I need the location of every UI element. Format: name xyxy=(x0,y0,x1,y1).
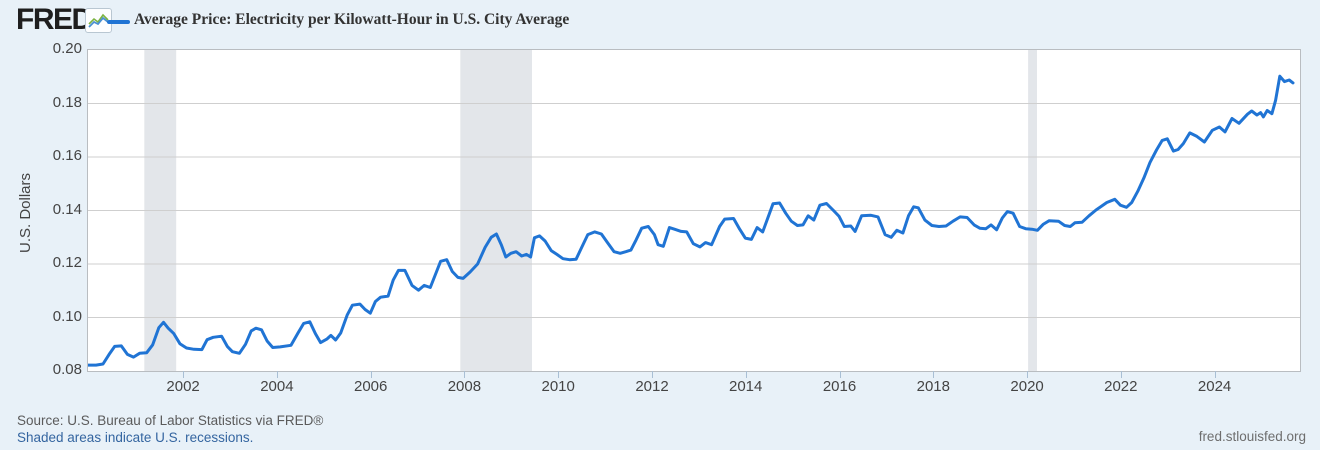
x-axis-tick-label: 2006 xyxy=(354,378,388,395)
chart-canvas xyxy=(88,50,1300,371)
y-axis-title: U.S. Dollars xyxy=(17,172,34,253)
x-axis-tick-label: 2002 xyxy=(166,378,200,395)
x-axis-tick xyxy=(933,371,935,378)
x-axis-tick xyxy=(652,371,653,378)
y-axis-tick-label: 0.16 xyxy=(52,147,82,164)
x-axis-tick xyxy=(1214,371,1216,378)
x-axis-tick-label: 2018 xyxy=(916,378,950,395)
x-axis-tick-label: 2022 xyxy=(1104,378,1138,395)
fred-site-link[interactable]: fred.stlouisfed.org xyxy=(1198,429,1306,444)
y-axis-tick-label: 0.10 xyxy=(52,307,82,325)
plot-area[interactable] xyxy=(87,49,1301,372)
legend-series-label: Average Price: Electricity per Kilowatt-… xyxy=(134,11,570,28)
x-axis-tick xyxy=(839,371,841,378)
x-axis-tick xyxy=(1027,371,1029,378)
y-axis-tick-label: 0.18 xyxy=(52,93,82,111)
x-axis-tick-label: 2020 xyxy=(1010,378,1044,395)
source-text: Source: U.S. Bureau of Labor Statistics … xyxy=(17,413,324,428)
x-axis-tick xyxy=(558,371,560,378)
data-line xyxy=(88,74,1295,367)
x-axis-tick-label: 2014 xyxy=(729,378,763,395)
y-axis-tick-label: 0.08 xyxy=(52,361,82,378)
x-axis-tick-label: 2012 xyxy=(635,378,669,395)
x-axis-tick xyxy=(276,371,278,378)
x-axis-tick-label: 2016 xyxy=(822,378,857,395)
x-axis-tick-label: 2010 xyxy=(541,378,575,395)
y-axis-tick-label: 0.20 xyxy=(52,40,82,57)
recession-note-link[interactable]: Shaded areas indicate U.S. recessions. xyxy=(17,430,254,445)
x-axis-tick-label: 2008 xyxy=(447,378,482,395)
x-axis-tick xyxy=(745,371,747,378)
legend-line-swatch xyxy=(107,20,130,24)
fred-logo-text: FRED xyxy=(16,3,93,36)
y-axis-tick-label: 0.12 xyxy=(52,254,82,271)
x-axis-tick xyxy=(464,371,466,378)
x-axis-tick xyxy=(1120,371,1122,378)
x-axis-tick-label: 2024 xyxy=(1197,378,1232,395)
x-axis-tick xyxy=(370,371,372,378)
x-axis-tick xyxy=(183,371,185,378)
x-axis-tick-label: 2004 xyxy=(260,378,294,395)
y-axis-tick-label: 0.14 xyxy=(52,200,82,218)
